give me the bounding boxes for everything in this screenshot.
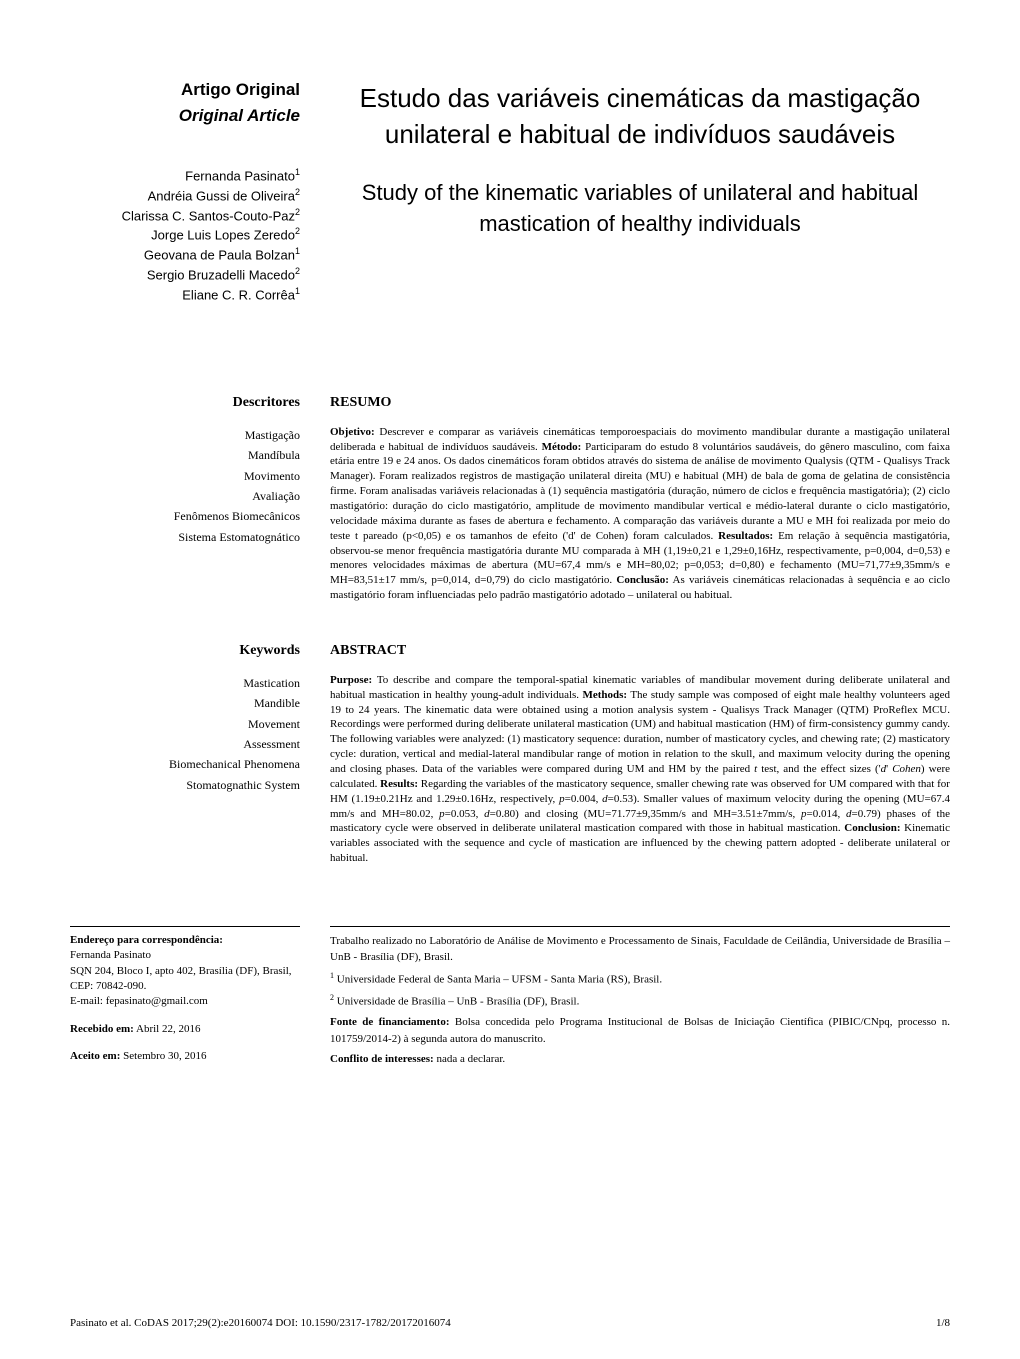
right-header-column: Estudo das variáveis cinemáticas da mast…	[330, 80, 950, 305]
descritor-item: Mastigação	[70, 425, 300, 445]
footer-row: Endereço para correspondência: Fernanda …	[70, 926, 950, 1072]
descritor-item: Mandíbula	[70, 445, 300, 465]
author-item: Andréia Gussi de Oliveira2	[70, 186, 300, 206]
correspondence-name: Fernanda Pasinato	[70, 948, 300, 963]
descritores-list: Mastigação Mandíbula Movimento Avaliação…	[70, 425, 300, 547]
correspondence-email: fepasinato@gmail.com	[106, 995, 208, 1007]
descritor-item: Avaliação	[70, 486, 300, 506]
author-item: Clarissa C. Santos-Couto-Paz2	[70, 206, 300, 226]
author-item: Geovana de Paula Bolzan1	[70, 245, 300, 265]
affiliation-1: 1 Universidade Federal de Santa Maria – …	[330, 970, 950, 988]
article-type-en: Original Article	[70, 106, 300, 126]
work-info: Trabalho realizado no Laboratório de Aná…	[330, 933, 950, 966]
descritor-item: Sistema Estomatognático	[70, 527, 300, 547]
affiliations-block: Trabalho realizado no Laboratório de Aná…	[330, 926, 950, 1072]
title-portuguese: Estudo das variáveis cinemáticas da mast…	[330, 80, 950, 153]
keywords-list: Mastication Mandible Movement Assessment…	[70, 673, 300, 795]
keyword-item: Assessment	[70, 734, 300, 754]
descritor-item: Movimento	[70, 466, 300, 486]
affiliation-2: 2 Universidade de Brasília – UnB - Brasí…	[330, 992, 950, 1010]
correspondence-label: Endereço para correspondência:	[70, 934, 223, 946]
email-label: E-mail:	[70, 995, 103, 1007]
abstract-text: Purpose: To describe and compare the tem…	[330, 673, 950, 866]
resumo-heading: RESUMO	[330, 395, 950, 411]
abstract-section: Keywords Mastication Mandible Movement A…	[70, 643, 950, 866]
article-type-pt: Artigo Original	[70, 80, 300, 100]
keyword-item: Biomechanical Phenomena	[70, 754, 300, 774]
author-item: Eliane C. R. Corrêa1	[70, 285, 300, 305]
author-item: Sergio Bruzadelli Macedo2	[70, 265, 300, 285]
page-number: 1/8	[936, 1317, 950, 1329]
abstract-column: ABSTRACT Purpose: To describe and compar…	[330, 643, 950, 866]
descritores-column: Descritores Mastigação Mandíbula Movimen…	[70, 395, 300, 603]
authors-block: Fernanda Pasinato1 Andréia Gussi de Oliv…	[70, 166, 300, 305]
keywords-label: Keywords	[70, 643, 300, 659]
abstract-heading: ABSTRACT	[330, 643, 950, 659]
left-header-column: Artigo Original Original Article Fernand…	[70, 80, 300, 305]
resumo-text: Objetivo: Descrever e comparar as variáv…	[330, 425, 950, 603]
conflict-info: Conflito de interesses: nada a declarar.	[330, 1051, 950, 1068]
citation-text: Pasinato et al. CoDAS 2017;29(2):e201600…	[70, 1317, 451, 1329]
keyword-item: Mastication	[70, 673, 300, 693]
author-item: Fernanda Pasinato1	[70, 166, 300, 186]
header-row: Artigo Original Original Article Fernand…	[70, 80, 950, 305]
correspondence-block: Endereço para correspondência: Fernanda …	[70, 926, 300, 1072]
title-english: Study of the kinematic variables of unil…	[330, 178, 950, 240]
accepted-date: Setembro 30, 2016	[123, 1050, 206, 1062]
accepted-label: Aceito em:	[70, 1050, 120, 1062]
received-date: Abril 22, 2016	[136, 1023, 200, 1035]
resumo-column: RESUMO Objetivo: Descrever e comparar as…	[330, 395, 950, 603]
funding-info: Fonte de financiamento: Bolsa concedida …	[330, 1014, 950, 1047]
citation-footer: Pasinato et al. CoDAS 2017;29(2):e201600…	[70, 1317, 950, 1329]
keywords-column: Keywords Mastication Mandible Movement A…	[70, 643, 300, 866]
keyword-item: Mandible	[70, 693, 300, 713]
correspondence-address: SQN 204, Bloco I, apto 402, Brasília (DF…	[70, 964, 300, 995]
resumo-section: Descritores Mastigação Mandíbula Movimen…	[70, 395, 950, 603]
received-label: Recebido em:	[70, 1023, 134, 1035]
keyword-item: Stomatognathic System	[70, 775, 300, 795]
keyword-item: Movement	[70, 714, 300, 734]
author-item: Jorge Luis Lopes Zeredo2	[70, 225, 300, 245]
descritor-item: Fenômenos Biomecânicos	[70, 506, 300, 526]
descritores-label: Descritores	[70, 395, 300, 411]
